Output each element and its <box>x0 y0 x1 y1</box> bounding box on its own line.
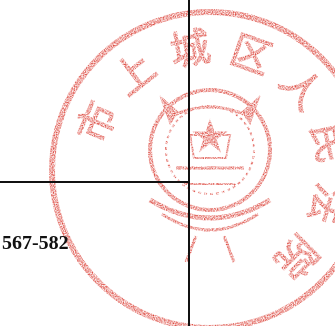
seal-character: 城 <box>167 23 214 76</box>
seal-character: 市 <box>68 95 127 150</box>
seal-character: 院 <box>266 226 328 288</box>
seal-character: 人 <box>270 58 332 119</box>
seal-outer-ring <box>49 9 335 326</box>
seal-character: 区 <box>224 26 277 84</box>
court-emblem-icon <box>148 88 272 263</box>
margin-guide-vertical <box>188 0 190 326</box>
seal-character: 民 <box>302 118 335 167</box>
page-reference-number: 567-582 <box>2 232 69 254</box>
seal-character: 法 <box>299 178 335 229</box>
margin-guide-horizontal <box>0 181 190 183</box>
seal-character: 上 <box>104 43 164 105</box>
